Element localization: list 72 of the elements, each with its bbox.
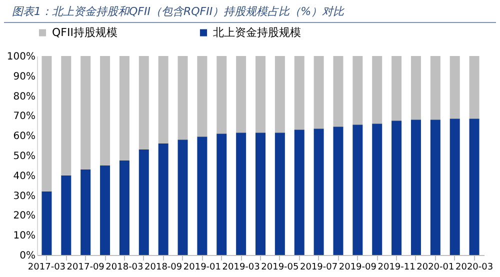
x-tick-label: 2020-01: [416, 262, 454, 272]
bar: [256, 132, 266, 255]
x-tick-label: 2018-03: [106, 262, 144, 272]
bar: [392, 56, 402, 121]
bar: [294, 130, 304, 255]
bar: [392, 120, 402, 255]
bar: [352, 56, 363, 125]
bar: [450, 56, 460, 119]
bar: [372, 124, 382, 255]
bar: [100, 165, 110, 255]
y-tick-label: 60%: [13, 131, 36, 142]
bar: [119, 56, 130, 160]
legend-label: 北上资金持股规模: [213, 26, 301, 39]
y-tick-label: 20%: [13, 210, 36, 222]
bar: [333, 56, 344, 127]
bar: [372, 56, 382, 124]
bar: [80, 56, 91, 170]
x-tick-label: 2019-05: [261, 262, 299, 272]
bar: [274, 132, 285, 255]
x-tick-label: 2019-01: [183, 262, 221, 272]
bar: [178, 140, 188, 255]
bar: [178, 56, 188, 140]
x-tick-label: 2019-03: [222, 262, 260, 272]
x-tick-label: 2017-09: [66, 262, 105, 272]
y-tick-label: 70%: [13, 111, 36, 122]
x-tick-label: 2019-07: [300, 262, 338, 272]
bar: [333, 126, 344, 255]
bar: [236, 132, 246, 255]
y-tick-label: 10%: [13, 230, 36, 242]
y-tick-label: 50%: [13, 151, 36, 162]
bar: [61, 56, 72, 176]
y-tick-label: 80%: [13, 91, 36, 102]
bar: [138, 56, 149, 150]
bar: [410, 120, 421, 255]
bar: [469, 118, 480, 255]
legend-label: QFII持股规模: [52, 26, 118, 39]
bar: [256, 56, 266, 133]
bar: [450, 118, 460, 255]
bar: [430, 120, 440, 255]
bar: [158, 144, 168, 255]
chart-title: 图表1：北上资金持股和QFII（包含RQFII）持股规模占比（%）对比: [4, 0, 496, 23]
bar: [430, 56, 440, 120]
x-tick-label: 2017-03: [28, 262, 66, 272]
x-tick-label: 2019-09: [338, 262, 377, 272]
bar: [158, 56, 168, 144]
x-tick-label: 2019-11: [378, 262, 416, 272]
bar: [216, 56, 227, 134]
y-tick-label: 0%: [20, 250, 36, 262]
bar: [352, 124, 363, 255]
bar: [42, 191, 52, 255]
bar: [119, 160, 130, 255]
bar: [469, 56, 480, 119]
y-tick-label: 30%: [13, 190, 36, 202]
bar: [216, 134, 227, 255]
bar: [80, 169, 91, 255]
x-tick-label: 2018-09: [144, 262, 182, 272]
bar: [197, 136, 208, 255]
bar: [410, 56, 421, 120]
bar: [100, 56, 110, 166]
bar: [138, 150, 149, 255]
bar: [274, 56, 285, 133]
bar: [314, 128, 324, 255]
y-tick-label: 40%: [13, 170, 36, 182]
x-tick-label: 2020-03: [455, 262, 494, 272]
y-tick-label: 90%: [13, 71, 36, 82]
bar: [314, 56, 324, 129]
bar: [236, 56, 246, 133]
bar: [61, 175, 72, 255]
y-tick-label: 100%: [6, 52, 36, 62]
bar: [42, 56, 52, 192]
bar: [294, 56, 304, 130]
bar: [197, 56, 208, 137]
